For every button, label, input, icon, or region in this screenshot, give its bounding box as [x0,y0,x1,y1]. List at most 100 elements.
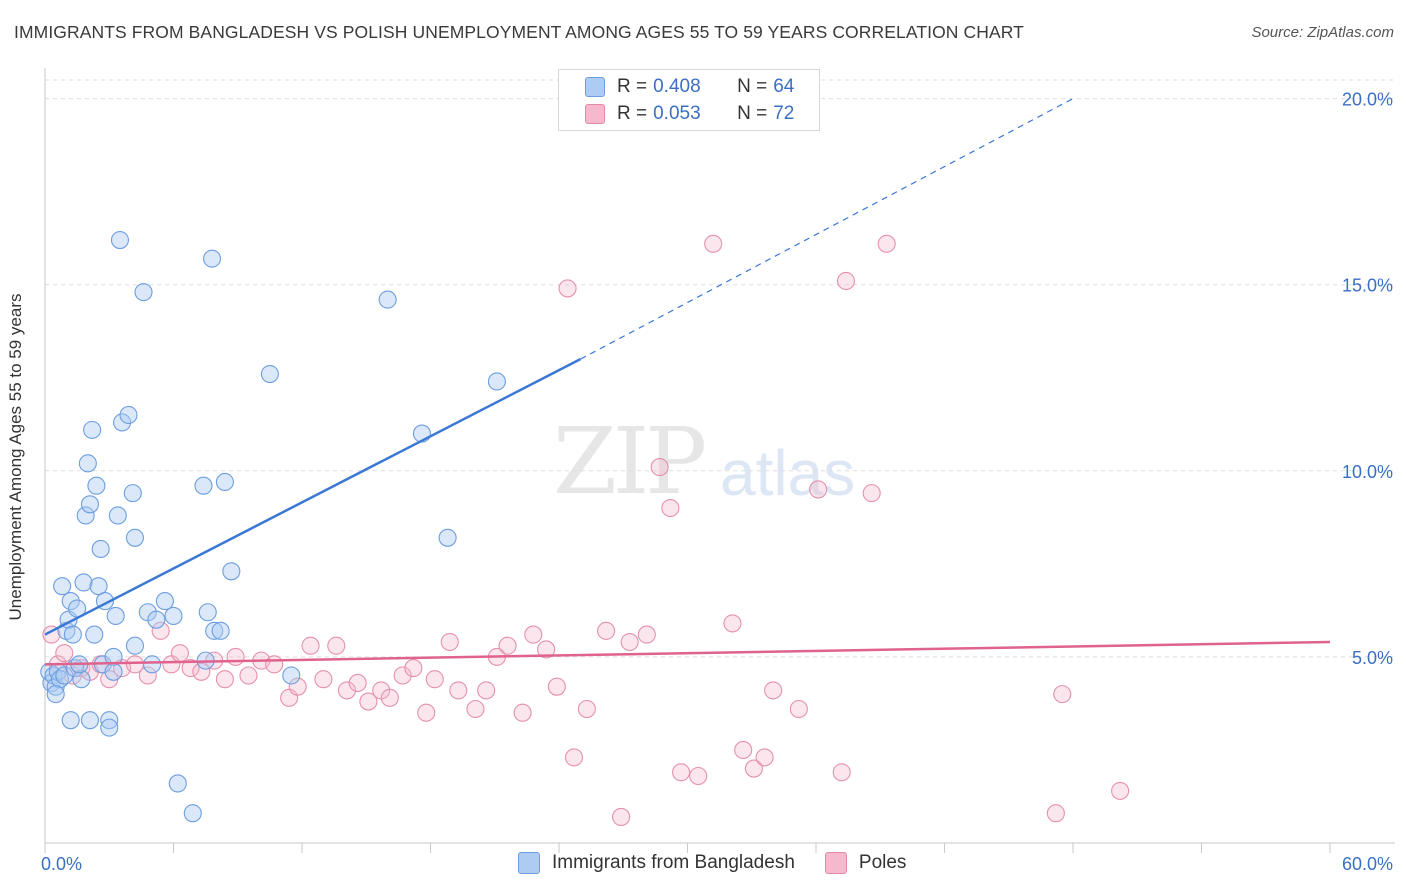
point-bangladesh [55,666,74,685]
point-bangladesh [100,718,119,737]
point-bangladesh [155,592,174,611]
point-bangladesh [91,539,110,559]
point-poles [348,673,367,693]
point-poles [215,670,234,689]
point-bangladesh [198,603,217,622]
point-poles [661,498,680,518]
series-label-pink: Poles [858,852,907,873]
point-bangladesh [108,506,127,525]
axes [44,68,1395,853]
legend-pink-r-label: R = [617,103,648,124]
y-tick-label: 15.0% [1342,276,1393,296]
point-poles [380,688,399,707]
chart-title: IMMIGRANTS FROM BANGLADESH VS POLISH UNE… [14,22,1024,42]
point-poles [1046,804,1065,823]
point-poles [440,632,459,652]
point-bangladesh [80,495,100,514]
y-tick-label: 10.0% [1342,462,1393,482]
point-poles [404,659,423,678]
point-poles [192,662,211,681]
point-bangladesh [100,711,119,730]
point-poles [138,666,157,685]
point-poles [789,699,808,719]
point-poles [650,458,669,477]
point-poles [466,699,485,719]
point-poles [704,234,723,253]
point-poles [359,692,378,711]
point-poles [393,666,412,685]
point-bangladesh [194,476,213,495]
point-poles [832,763,851,782]
trend-lines [44,98,1331,666]
point-bangladesh [76,506,95,525]
correlation-legend: R = 0.408 N = 64 R = 0.053 N = 72 [558,69,820,131]
point-bangladesh [215,472,234,492]
point-poles [755,748,774,767]
point-poles [577,699,596,719]
point-poles [620,632,639,652]
point-poles [226,647,245,666]
point-bangladesh [63,625,82,644]
point-bangladesh [203,249,222,268]
point-poles [744,759,763,778]
point-bangladesh [123,484,142,503]
point-poles [449,681,468,700]
point-poles [537,640,556,659]
point-poles [151,621,170,640]
point-poles [327,636,346,655]
point-bangladesh [222,562,241,581]
point-poles [181,659,200,678]
point-bangladesh [46,685,65,704]
trend-line-poles [44,640,1331,666]
point-poles [239,666,258,685]
point-bangladesh [438,528,457,547]
point-bangladesh [113,413,132,432]
point-poles [425,670,444,689]
point-poles [764,681,783,700]
point-bangladesh [183,804,202,823]
point-poles [337,681,357,700]
x-tick-label-max: 60.0% [1342,854,1393,874]
point-poles [734,740,753,760]
point-bangladesh [53,577,72,596]
y-tick-label: 5.0% [1352,648,1393,668]
point-bangladesh [143,655,162,674]
point-bangladesh [110,230,130,250]
point-bangladesh [282,666,301,685]
point-poles [558,279,577,298]
point-bangladesh [378,290,397,309]
trend-line-bangladesh [44,358,581,636]
point-bangladesh [106,606,125,626]
point-poles [1053,685,1072,704]
point-bangladesh [119,405,138,425]
trend-line-bangladesh-extension [580,98,1074,360]
point-poles [524,625,543,644]
point-bangladesh [487,372,506,391]
point-poles [862,484,881,503]
point-poles [417,703,436,722]
point-bangladesh [61,711,80,730]
series-swatch-pink [824,852,847,874]
point-bangladesh [104,662,123,681]
point-poles [564,748,584,767]
watermark-atlas: atlas [720,437,856,509]
legend-blue-r-label: R = [617,76,648,97]
point-bangladesh [74,573,93,592]
series-label-blue: Immigrants from Bangladesh [552,852,795,873]
point-bangladesh [125,528,144,547]
point-poles [513,703,532,722]
watermark-zip: ZIP [553,408,707,515]
point-poles [809,480,828,499]
point-bangladesh [85,625,104,644]
point-poles [498,636,517,655]
legend-pink-r-value: 0.053 [653,103,701,124]
point-bangladesh [61,592,80,611]
point-bangladesh [89,577,108,596]
legend-swatch-blue [585,77,605,97]
legend-pink-n-label: N = [737,103,768,124]
legend-row-pink: R = 0.053 N = 72 [585,103,794,125]
point-bangladesh [205,621,224,640]
source-label: Source: ZipAtlas.com [1251,24,1394,41]
point-poles [55,644,74,663]
grid-lines [45,79,1395,658]
